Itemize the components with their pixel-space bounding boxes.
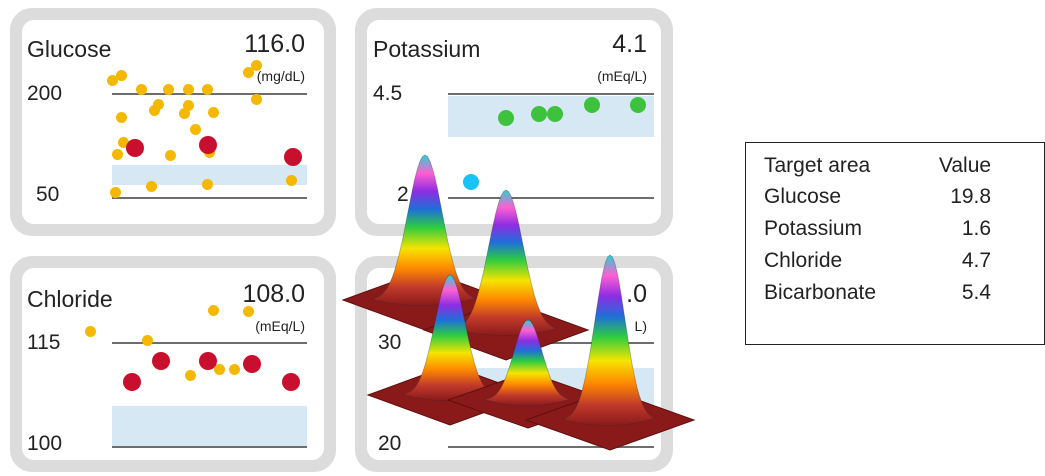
glucose-title: Glucose <box>27 36 112 62</box>
legend-row-value: 19.8 <box>950 185 992 208</box>
data-point <box>250 94 262 106</box>
potassium-unit: (mEq/L) <box>597 68 647 84</box>
bicarbonate-lower-line <box>448 446 654 448</box>
data-point <box>629 97 646 114</box>
legend-row-name: Glucose <box>764 185 842 208</box>
potassium-tick-low: 2 <box>397 183 409 206</box>
data-point <box>149 104 161 116</box>
bicarbonate-target-area <box>448 368 654 410</box>
potassium-title: Potassium <box>373 36 481 62</box>
alert-data-point <box>284 147 303 166</box>
bicarbonate-tick-high: 30 <box>378 331 402 354</box>
target-area-legend: Target area Value Glucose 19.8 Potassium… <box>745 142 1045 345</box>
data-point <box>207 305 219 317</box>
data-point <box>118 137 130 149</box>
legend-header-name: Target area <box>764 154 871 177</box>
chloride-target-area <box>112 406 307 446</box>
legend-row-name: Potassium <box>764 217 863 240</box>
glucose-lower-line <box>112 197 307 199</box>
data-point <box>229 364 241 376</box>
low-data-point <box>462 174 479 191</box>
chloride-lower-line <box>112 446 307 448</box>
data-point <box>163 84 175 96</box>
data-point <box>250 59 262 71</box>
data-point <box>202 179 214 191</box>
data-point <box>202 84 214 96</box>
chloride-upper-line <box>112 342 307 344</box>
alert-data-point <box>282 373 301 392</box>
alert-data-point <box>243 355 262 374</box>
glucose-tick-high: 200 <box>27 82 63 105</box>
data-point <box>85 326 97 338</box>
chloride-unit: (mEq/L) <box>255 318 305 334</box>
data-point <box>165 149 176 161</box>
legend-table: Target area Value Glucose 19.8 Potassium… <box>764 154 993 313</box>
legend-header-value: Value <box>938 154 992 177</box>
legend-row-value: 4.7 <box>961 249 992 272</box>
data-point <box>285 174 297 186</box>
data-point <box>116 70 128 82</box>
potassium-upper-line <box>448 93 654 95</box>
data-point <box>112 148 124 160</box>
alert-data-point <box>198 351 217 370</box>
bicarbonate-unit: L) <box>634 318 647 334</box>
bicarbonate-upper-line <box>448 342 654 344</box>
data-point <box>207 106 219 118</box>
legend-row: Chloride 4.7 <box>764 249 993 281</box>
data-point <box>213 363 225 375</box>
legend-row: Bicarbonate 5.4 <box>764 281 993 313</box>
data-point <box>178 108 190 120</box>
data-point <box>497 109 514 126</box>
legend-row-value: 5.4 <box>961 281 992 304</box>
data-point <box>184 369 196 381</box>
legend-row: Glucose 19.8 <box>764 185 993 217</box>
potassium-current-value: 4.1 <box>612 30 647 58</box>
data-point <box>182 84 194 96</box>
potassium-tick-high: 4.5 <box>373 82 403 105</box>
data-point <box>141 335 153 347</box>
data-point <box>116 111 128 123</box>
legend-row-name: Chloride <box>764 249 843 272</box>
bicarbonate-tick-low: 20 <box>378 432 402 455</box>
glucose-tick-low: 50 <box>36 183 60 206</box>
data-point <box>584 97 601 114</box>
glucose-panel <box>10 8 336 236</box>
potassium-lower-line <box>448 197 654 199</box>
chloride-tick-low: 100 <box>27 432 63 455</box>
data-point <box>153 98 165 110</box>
legend-row-name: Bicarbonate <box>764 281 877 304</box>
alert-data-point <box>151 352 170 371</box>
glucose-current-value: 116.0 <box>244 30 305 58</box>
data-point <box>190 123 202 135</box>
legend-row: Potassium 1.6 <box>764 217 993 249</box>
data-point <box>182 99 194 111</box>
alert-data-point <box>126 138 145 157</box>
glucose-unit: (mg/dL) <box>256 68 305 84</box>
data-point <box>135 84 147 96</box>
data-point <box>243 66 254 78</box>
data-point <box>106 75 118 87</box>
chloride-title: Chloride <box>27 286 113 312</box>
chloride-tick-high: 115 <box>27 331 61 354</box>
data-point <box>243 305 254 317</box>
alert-data-point <box>122 373 141 392</box>
data-point <box>110 187 122 199</box>
data-point <box>547 105 564 122</box>
bicarbonate-current-value: 2 .0 <box>605 280 647 308</box>
data-point <box>530 105 547 122</box>
alert-data-point <box>198 136 217 154</box>
glucose-target-area <box>112 165 307 185</box>
chloride-current-value: 108.0 <box>242 280 305 308</box>
legend-row-value: 1.6 <box>961 217 992 240</box>
data-point <box>145 181 157 193</box>
